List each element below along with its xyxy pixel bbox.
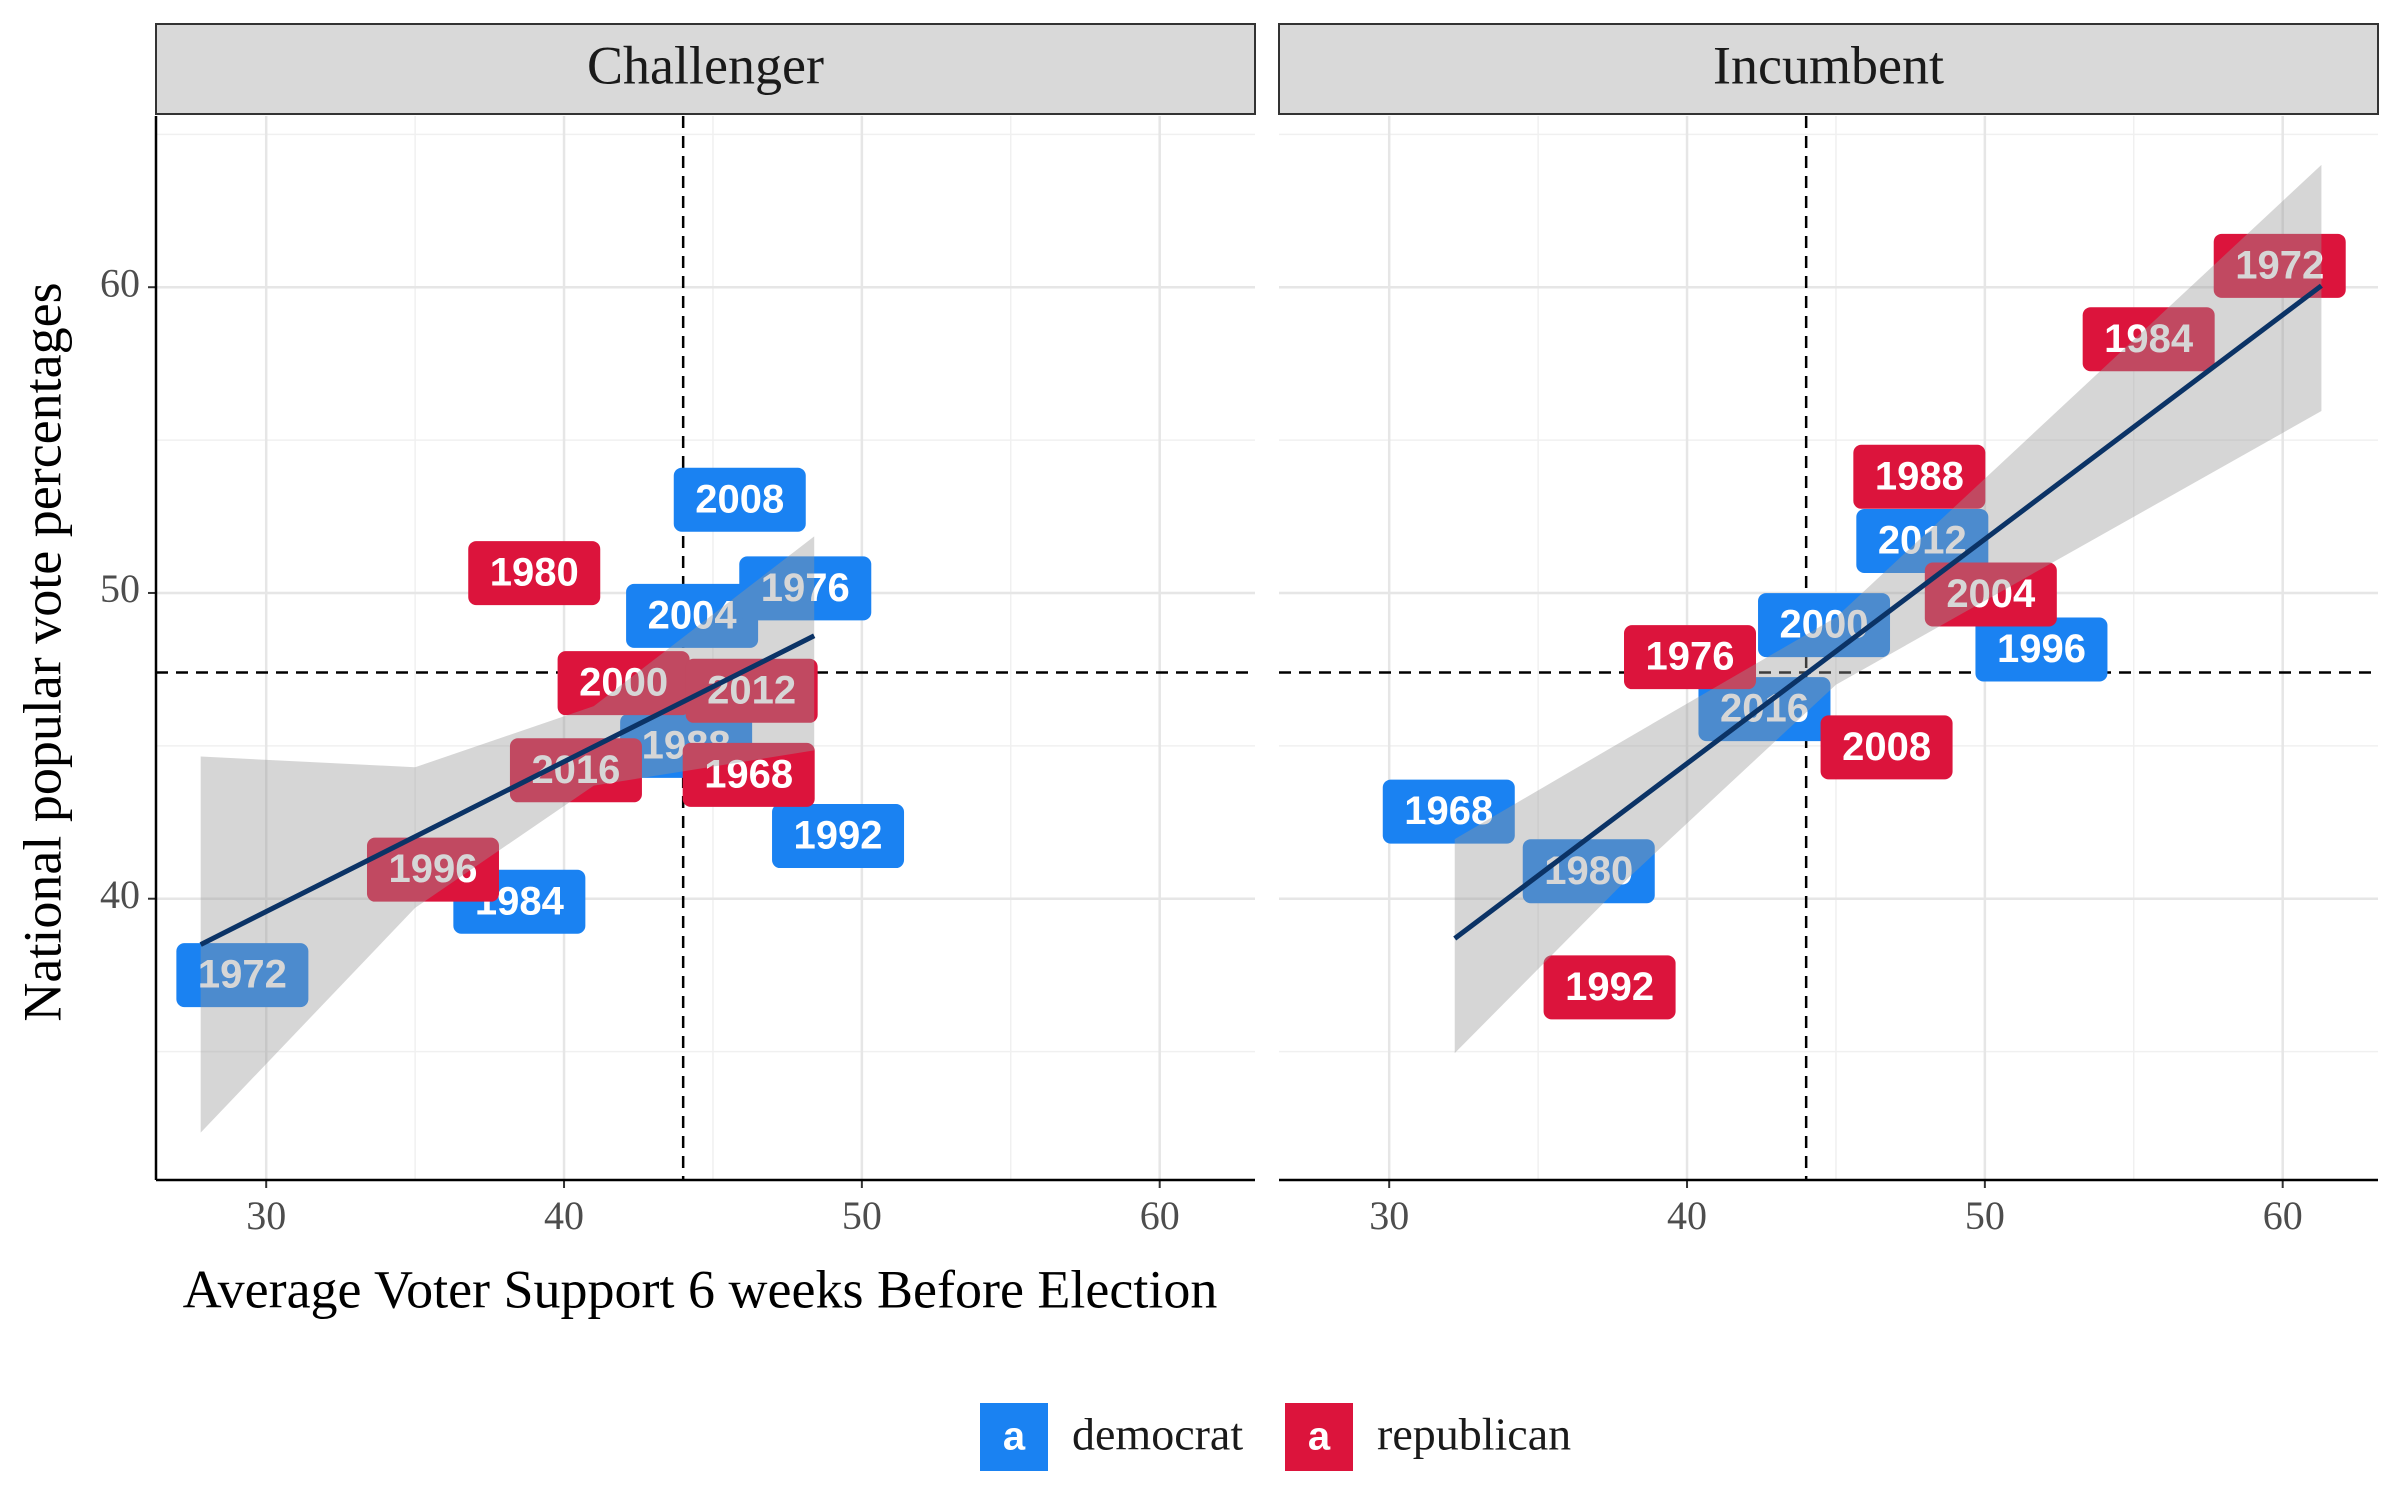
- y-axis-label: National popular vote percentages: [12, 282, 72, 1021]
- point-label: 2008: [1842, 725, 1931, 769]
- x-tick-label: 50: [1965, 1193, 2005, 1238]
- point-label-box: [739, 556, 872, 621]
- facet-strip: [155, 23, 1256, 115]
- point-label-box: [673, 467, 806, 532]
- legend-key-label: a: [1003, 1415, 1026, 1459]
- point-label-box: [1924, 562, 2057, 627]
- point-label-box: [468, 541, 601, 606]
- legend-key-label: a: [1308, 1415, 1331, 1459]
- facet-title: Incumbent: [1713, 35, 1944, 95]
- point-label-box: [1624, 625, 1757, 690]
- point-label: 2012: [1878, 519, 1967, 563]
- x-tick-label: 40: [1667, 1193, 1707, 1238]
- point-label-box: [557, 651, 690, 716]
- facet-strip: [1278, 23, 2379, 115]
- legend-label: democrat: [1072, 1409, 1243, 1460]
- point-label: 2000: [579, 661, 668, 705]
- point-label-box: [772, 804, 905, 869]
- confidence-band: [200, 536, 815, 1133]
- point-label-box: [1853, 444, 1986, 509]
- legend-label: republican: [1377, 1409, 1571, 1460]
- point-label: 1984: [2104, 317, 2194, 361]
- point-label-box: [1820, 715, 1953, 780]
- point-label: 1972: [2235, 243, 2324, 287]
- point-label: 1992: [794, 814, 883, 858]
- point-label: 1980: [1544, 849, 1633, 893]
- x-tick-label: 40: [544, 1193, 584, 1238]
- point-label-box: [1975, 617, 2108, 682]
- point-label-box: [2213, 233, 2346, 298]
- point-label-box: [366, 837, 499, 902]
- legend-key: [980, 1403, 1048, 1471]
- fit-line: [1453, 283, 2323, 941]
- legend-key: [1285, 1403, 1353, 1471]
- point-label: 1996: [388, 847, 477, 891]
- point-label: 2004: [648, 593, 738, 637]
- point-label-box: [1522, 839, 1655, 904]
- point-label-box: [682, 742, 815, 807]
- point-label: 2012: [707, 668, 796, 712]
- y-tick-label: 50: [100, 566, 140, 611]
- y-tick-label: 40: [100, 872, 140, 917]
- point-label: 1968: [704, 752, 793, 796]
- point-label: 1992: [1565, 965, 1654, 1009]
- x-tick-label: 30: [1369, 1193, 1409, 1238]
- point-label-box: [626, 583, 759, 648]
- point-label: 1968: [1404, 789, 1493, 833]
- point-label: 2016: [1720, 687, 1809, 731]
- point-label: 2008: [695, 477, 784, 521]
- y-tick-label: 60: [100, 260, 140, 305]
- point-label: 2004: [1946, 572, 2036, 616]
- point-label-box: [1856, 508, 1989, 573]
- point-label-box: [509, 738, 642, 803]
- point-label: 1976: [1646, 635, 1735, 679]
- point-label-box: [685, 658, 818, 723]
- point-label-box: [1758, 593, 1891, 658]
- point-label: 1988: [1875, 454, 1964, 498]
- point-label-box: [2082, 307, 2215, 372]
- point-label: 1976: [761, 566, 850, 610]
- x-tick-label: 60: [2263, 1193, 2303, 1238]
- point-label: 1972: [198, 953, 287, 997]
- x-axis-label: Average Voter Support 6 weeks Before Ele…: [183, 1259, 1218, 1319]
- x-tick-label: 30: [246, 1193, 286, 1238]
- x-tick-label: 50: [842, 1193, 882, 1238]
- point-label-box: [176, 943, 309, 1008]
- point-label-box: [1698, 677, 1831, 742]
- facet-title: Challenger: [587, 35, 824, 95]
- point-label-box: [1382, 779, 1515, 844]
- fit-line: [199, 633, 816, 947]
- point-label-box: [1543, 955, 1676, 1020]
- x-tick-label: 60: [1140, 1193, 1180, 1238]
- point-label: 1980: [490, 551, 579, 595]
- point-label: 1996: [1997, 627, 2086, 671]
